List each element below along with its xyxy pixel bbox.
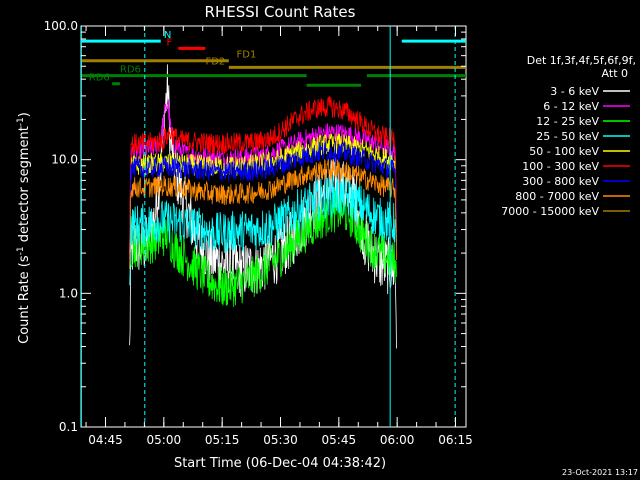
- y-tick-label: 10.0: [51, 153, 78, 167]
- series-line-2: [129, 188, 397, 308]
- legend: 3 - 6 keV 6 - 12 keV 12 - 25 keV 25 - 50 ke…: [501, 85, 630, 218]
- series-line-3: [129, 174, 397, 286]
- legend-label: 25 - 50 keV: [536, 130, 599, 143]
- y-tick-label: 1.0: [59, 286, 78, 300]
- x-tick-label: 05:30: [263, 433, 298, 447]
- x-axis-label: Start Time (06-Dec-04 04:38:42): [174, 456, 386, 471]
- x-tick-label: 06:15: [438, 433, 473, 447]
- axes-group: 0.1 1.0 10.0 100.0 04:45 05:00 05:15 05:30 05:45…: [44, 19, 473, 447]
- legend-label: 50 - 100 keV: [529, 145, 599, 158]
- x-tick-label: 04:45: [88, 433, 123, 447]
- y-tick-label: 100.0: [44, 19, 78, 33]
- legend-label: 6 - 12 keV: [543, 100, 599, 113]
- footer-date: 23-Oct-2021 13:17: [562, 468, 638, 477]
- y-tick-label: 0.1: [59, 420, 78, 434]
- state-bars-group: NF FD1 FD2 RD6 RD6: [81, 30, 466, 87]
- y-axis-label: Count Rate (s-1 detector segment-1): [16, 112, 32, 344]
- series-line-5: [129, 95, 397, 255]
- time-markers-group: [80, 26, 456, 427]
- series-group: [129, 64, 397, 349]
- x-tick-label: 05:15: [205, 433, 240, 447]
- y-axis-label-pre: Count Rate (s: [17, 255, 32, 344]
- x-tick-label: 05:00: [147, 433, 182, 447]
- series-line-7: [129, 158, 397, 270]
- x-tick-label: 06:00: [380, 433, 415, 447]
- legend-label: 300 - 800 keV: [522, 175, 599, 188]
- state-bar-label: F: [167, 37, 173, 48]
- legend-label: 12 - 25 keV: [536, 115, 599, 128]
- legend-label: 7000 - 15000 keV: [501, 205, 599, 218]
- state-bar-label: FD1: [237, 50, 257, 61]
- legend-label: 800 - 7000 keV: [515, 190, 599, 203]
- legend-header-line2: Att 0: [602, 67, 628, 80]
- legend-label: 100 - 300 keV: [522, 160, 599, 173]
- legend-header-line1: Det 1f,3f,4f,5f,6f,9f,: [527, 54, 636, 67]
- legend-label: 3 - 6 keV: [550, 85, 599, 98]
- state-bar-label: N: [164, 30, 171, 41]
- y-axis-label-sup1: -1: [16, 246, 26, 255]
- state-bar-label: RD6: [89, 73, 110, 84]
- y-axis-label-sup2: -1: [16, 117, 26, 126]
- series-line-6: [129, 140, 397, 268]
- y-axis-label-post: ): [17, 112, 32, 117]
- chart-title: RHESSI Count Rates: [205, 3, 356, 21]
- state-bar-label: FD2: [205, 56, 225, 67]
- y-axis-label-mid: detector segment: [17, 126, 32, 246]
- state-bar-label: RD6: [120, 65, 141, 76]
- x-tick-label: 05:45: [322, 433, 357, 447]
